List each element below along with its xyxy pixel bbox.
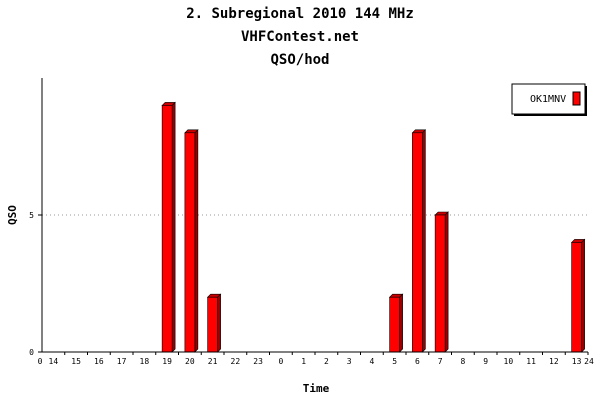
x-tick-label-15: 15	[71, 357, 81, 366]
chart-title: 2. Subregional 2010 144 MHz	[186, 6, 414, 22]
x-tick-label-12: 12	[549, 357, 559, 366]
x-tick-label-9: 9	[483, 357, 488, 366]
chart-subtitle: VHFContest.net	[240, 29, 359, 45]
x-tick-label-2: 2	[324, 357, 329, 366]
bar-21	[206, 293, 222, 353]
x-tick-label-18: 18	[140, 357, 150, 366]
x-tick-label-0: 0	[278, 357, 283, 366]
x-tick-label-4: 4	[369, 357, 374, 366]
bar-front-20	[184, 132, 196, 353]
bar-side-19	[171, 101, 176, 353]
x-axis-title: Time	[303, 382, 330, 395]
bar-19	[161, 101, 176, 353]
x-tick-label-16: 16	[94, 357, 104, 366]
bar-side-7	[444, 211, 449, 353]
bar-front-7	[434, 214, 446, 353]
bar-front-13	[571, 242, 582, 353]
legend-box-shadow	[585, 86, 587, 116]
bar-13	[570, 238, 586, 353]
y-tick-label-0: 0	[29, 348, 34, 357]
bar-side-5	[399, 293, 403, 353]
x-tick-label-1: 1	[301, 357, 306, 366]
bar-20	[184, 129, 199, 353]
legend: OK1MNV	[511, 83, 587, 116]
y-axis-title: QSO	[6, 205, 19, 225]
legend-swatch-ok1mnv	[572, 91, 581, 106]
bar-side-21	[217, 293, 221, 353]
bar-front-21	[207, 296, 218, 353]
bar-front-5	[389, 296, 400, 353]
x-tick-label-14: 14	[49, 357, 59, 366]
legend-label-ok1mnv: OK1MNV	[530, 94, 566, 105]
x-tick-label-22: 22	[231, 357, 241, 366]
chart-unit-title: QSO/hod	[270, 52, 330, 68]
x-tick-label-19: 19	[162, 357, 172, 366]
bar-5	[388, 293, 404, 353]
legend-box-shadow-bottom	[514, 114, 587, 116]
bar-7	[434, 211, 449, 353]
bar-front-19	[161, 105, 173, 353]
bar-side-13	[581, 238, 585, 353]
x-tick-label-10: 10	[504, 357, 514, 366]
x-tick-label-7: 7	[438, 357, 443, 366]
x-tick-label-6: 6	[415, 357, 420, 366]
x-tick-label-23: 23	[253, 357, 263, 366]
x-range-start-label: 0	[38, 357, 43, 366]
bar-front-6	[412, 132, 423, 353]
x-range-end-label: 24	[584, 357, 594, 366]
bar-layer	[161, 101, 586, 353]
x-tick-label-5: 5	[392, 357, 397, 366]
bar-side-20	[194, 129, 199, 353]
x-tick-label-11: 11	[526, 357, 536, 366]
bar-6	[411, 129, 427, 353]
x-tick-label-3: 3	[347, 357, 352, 366]
x-tick-label-17: 17	[117, 357, 127, 366]
x-tick-label-13: 13	[572, 357, 582, 366]
y-tick-label-5: 5	[29, 211, 34, 220]
x-tick-label-8: 8	[460, 357, 465, 366]
x-tick-label-21: 21	[208, 357, 218, 366]
bar-side-6	[422, 129, 426, 353]
x-tick-label-20: 20	[185, 357, 195, 366]
